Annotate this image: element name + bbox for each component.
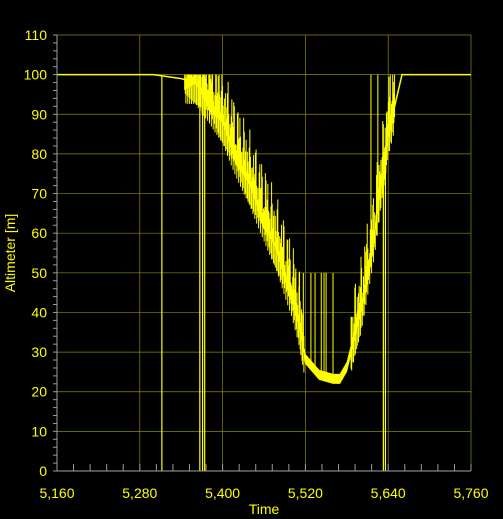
y-tick-label: 50 (31, 265, 47, 281)
x-tick-label: 5,520 (288, 485, 323, 501)
y-tick-label: 80 (31, 146, 47, 162)
y-tick-label: 70 (31, 186, 47, 202)
axes (56, 35, 471, 472)
y-tick-label: 0 (39, 463, 47, 479)
plot-area (57, 73, 471, 471)
y-tick-labels: 0 10 20 30 40 50 60 70 80 90 100 110 (24, 27, 48, 479)
y-tick-label: 110 (25, 27, 48, 43)
y-tick-label: 90 (31, 106, 47, 122)
y-tick-label: 100 (24, 67, 48, 83)
x-tick-label: 5,160 (39, 485, 74, 501)
y-tick-label: 10 (31, 423, 47, 439)
y-tick-label: 40 (31, 304, 47, 320)
y-tick-label: 20 (31, 384, 47, 400)
y-tick-label: 30 (31, 344, 47, 360)
x-tick-label: 5,760 (453, 485, 488, 501)
x-tick-label: 5,280 (122, 485, 157, 501)
y-axis-title: Altimeter [m] (2, 214, 18, 293)
x-tick-label: 5,640 (371, 485, 406, 501)
x-axis-title: Time (249, 501, 280, 517)
series-line (57, 73, 471, 381)
x-tick-label: 5,400 (205, 485, 240, 501)
y-tick-label: 60 (31, 225, 47, 241)
x-tick-labels: 5,160 5,280 5,400 5,520 5,640 5,760 (39, 485, 488, 501)
